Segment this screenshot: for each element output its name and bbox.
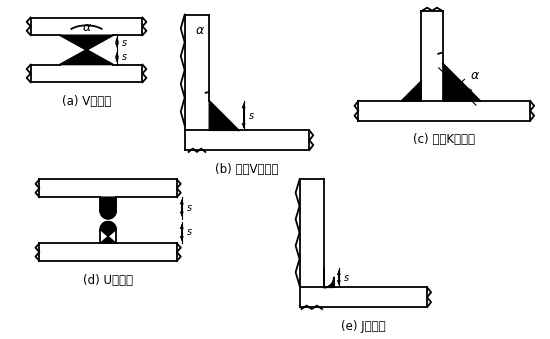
Polygon shape xyxy=(324,268,334,287)
Text: $\alpha$: $\alpha$ xyxy=(470,68,480,82)
Polygon shape xyxy=(100,197,116,219)
Text: $s$: $s$ xyxy=(343,273,350,283)
Text: $s$: $s$ xyxy=(248,111,255,121)
Text: (b) 单辽V形坡口: (b) 单辽V形坡口 xyxy=(215,163,278,176)
Text: $s$: $s$ xyxy=(121,52,128,62)
Text: (e) J形坡口: (e) J形坡口 xyxy=(341,320,386,333)
Text: (d) U形坡口: (d) U形坡口 xyxy=(83,274,133,287)
Text: $s$: $s$ xyxy=(186,227,192,238)
Polygon shape xyxy=(443,64,480,101)
Polygon shape xyxy=(209,101,239,131)
Text: $s$: $s$ xyxy=(462,85,474,97)
Polygon shape xyxy=(60,35,113,50)
Polygon shape xyxy=(100,222,116,243)
Text: $\alpha$: $\alpha$ xyxy=(195,24,206,37)
Text: (a) V形坡口: (a) V形坡口 xyxy=(62,95,111,108)
Polygon shape xyxy=(60,50,113,65)
Text: $s$: $s$ xyxy=(186,203,192,213)
Polygon shape xyxy=(402,81,421,101)
Text: (c) 单辽K形坡口: (c) 单辽K形坡口 xyxy=(413,133,475,146)
Text: $\alpha$: $\alpha$ xyxy=(81,21,91,35)
Text: $s$: $s$ xyxy=(121,38,128,47)
